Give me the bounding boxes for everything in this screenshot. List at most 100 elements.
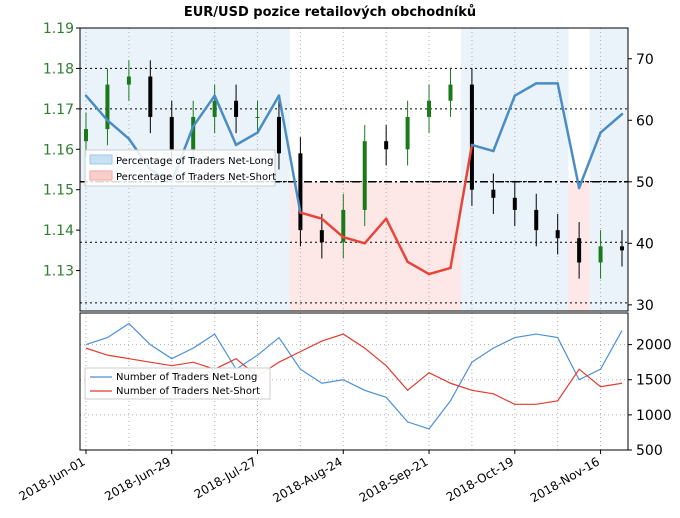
trader-count-series-line: [85, 333, 623, 405]
legend-swatch-net-long: [89, 154, 113, 165]
trader-count-tick-label: 1500: [636, 373, 672, 389]
candle-body: [427, 100, 432, 117]
date-tick-label: 2018-Jun-29: [102, 454, 173, 503]
net-position-band: [482, 28, 505, 311]
percent-legend: Percentage of Traders Net-Long Percentag…: [84, 149, 276, 187]
candle-body: [362, 141, 367, 210]
candle-body: [191, 116, 196, 150]
percent-net-long-segment: [363, 217, 388, 245]
candle-body: [169, 116, 174, 150]
candle-body: [234, 100, 239, 117]
percent-net-long-segment: [492, 94, 517, 153]
percent-net-long-segment: [320, 217, 345, 239]
net-position-band: [439, 181, 462, 311]
candle-body: [126, 76, 131, 85]
price-tick-label: 1.13: [43, 264, 74, 280]
net-position-band: [375, 181, 398, 311]
percent-net-long-segment: [513, 82, 538, 97]
chart-title: EUR/USD pozice retailových obchodníků: [184, 5, 476, 20]
legend-label-count-short: Number of Traders Net-Short: [116, 386, 260, 397]
percent-tick-label: 40: [636, 236, 654, 252]
candle-body: [512, 197, 517, 210]
candle-body: [84, 129, 88, 142]
percent-axis-ticks: 30 40 50 60 70: [628, 52, 654, 314]
candle-body: [491, 189, 496, 198]
net-position-band: [503, 28, 526, 311]
date-tick-label: 2018-Nov-16: [528, 454, 602, 505]
percent-net-long-line: [84, 82, 624, 276]
candle-body: [405, 116, 410, 150]
candle-body: [598, 246, 603, 263]
date-tick-label: 2018-Jun-01: [17, 454, 88, 503]
percent-net-long-segment: [470, 143, 495, 153]
date-tick-label: 2018-Jul-27: [192, 454, 259, 501]
percent-net-long-segment: [556, 82, 581, 190]
candle-body: [148, 76, 153, 117]
percent-net-long-segment: [234, 131, 259, 147]
net-position-band: [525, 28, 548, 311]
legend-label-net-short: Percentage of Traders Net-Short: [116, 172, 276, 183]
percent-net-long-segment: [84, 94, 109, 122]
trader-count-tick-label: 1000: [636, 408, 672, 424]
price-tick-label: 1.15: [43, 183, 74, 199]
candle-body: [577, 238, 582, 263]
percent-tick-label: 60: [636, 113, 654, 129]
net-position-band: [418, 181, 440, 311]
net-position-band: [611, 28, 628, 311]
price-panel-frame: [79, 27, 629, 312]
trader-count-panel-frame: [79, 312, 629, 451]
candle-body: [620, 246, 624, 251]
candle-body: [319, 230, 324, 243]
net-position-band: [353, 181, 376, 311]
legend-label-count-long: Number of Traders Net-Long: [116, 372, 257, 383]
candle-body: [384, 141, 389, 150]
percent-net-long-segment: [342, 235, 366, 245]
percent-net-long-segment: [191, 94, 216, 128]
price-tick-label: 1.16: [43, 142, 74, 158]
date-tick-label: 2018-Oct-19: [444, 454, 516, 504]
candle-body: [341, 209, 346, 243]
percent-net-long-segment: [427, 266, 452, 276]
percent-net-long-segment: [277, 94, 302, 214]
percent-net-long-segment: [599, 112, 624, 134]
trader-count-legend: Number of Traders Net-Long Number of Tra…: [84, 367, 271, 400]
trader-count-lines: [85, 322, 623, 430]
trader-count-tick-label: 500: [636, 443, 663, 459]
candle-body: [105, 84, 110, 130]
legend-label-net-long: Percentage of Traders Net-Long: [116, 156, 274, 167]
date-tick-label: 2018-Aug-24: [271, 454, 345, 505]
candle-body: [276, 116, 281, 154]
percent-net-long-segment: [256, 94, 281, 134]
percent-net-long-segment: [213, 94, 238, 147]
price-tick-label: 1.17: [43, 102, 74, 118]
candle-body: [298, 153, 303, 231]
date-axis-ticks: 2018-Jun-01 2018-Jun-29 2018-Jul-27 2018-Au…: [17, 450, 602, 505]
price-axis-ticks: 1.13 1.14 1.15 1.16 1.17 1.18 1.19: [43, 21, 80, 280]
net-position-band: [546, 28, 569, 311]
date-tick-label: 2018-Sep-21: [357, 454, 431, 505]
candle-body: [534, 209, 539, 231]
percent-tick-label: 50: [636, 175, 654, 191]
percent-net-long-segment: [106, 119, 131, 140]
candle-body: [555, 230, 560, 239]
trader-count-series-line: [85, 322, 623, 430]
percent-net-long-segment: [299, 211, 324, 220]
percent-net-long-segment: [449, 143, 474, 270]
trader-count-tick-label: 2000: [636, 338, 672, 354]
candle-body: [212, 100, 217, 117]
candle-body: [469, 84, 474, 190]
percent-net-long-segment: [577, 131, 602, 190]
price-tick-label: 1.18: [43, 61, 74, 77]
legend-swatch-net-short: [89, 170, 113, 181]
candle-body: [448, 84, 453, 101]
net-position-band: [396, 181, 419, 311]
percent-net-long-segment: [384, 217, 409, 264]
candle-body: [255, 116, 260, 118]
price-candles: [84, 60, 624, 279]
percent-tick-label: 30: [636, 298, 654, 314]
price-tick-label: 1.19: [43, 21, 74, 37]
trader-count-axis-ticks: 500 1000 1500 2000: [628, 338, 672, 459]
price-tick-label: 1.14: [43, 223, 74, 239]
percent-tick-label: 70: [636, 52, 654, 68]
